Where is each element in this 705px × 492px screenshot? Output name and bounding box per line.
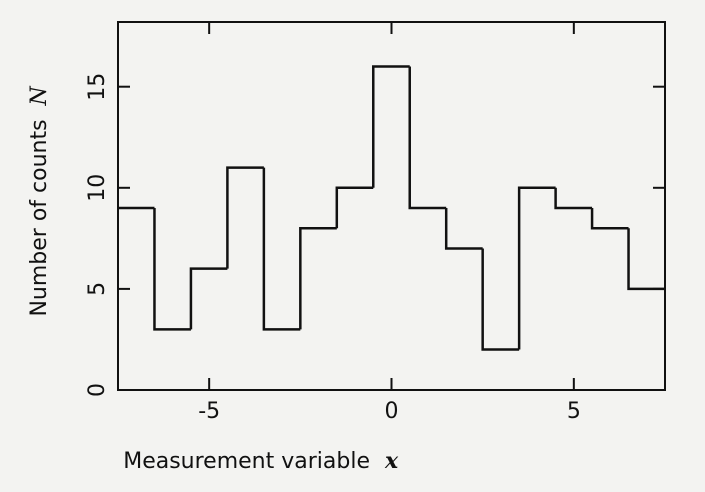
plot-frame bbox=[117, 21, 666, 391]
histogram-step bbox=[590, 208, 629, 230]
histogram-step bbox=[153, 208, 191, 331]
y-tick-label: 10 bbox=[85, 174, 110, 202]
histogram-step bbox=[189, 267, 228, 330]
x-axis-symbol: x bbox=[384, 448, 399, 474]
histogram-step bbox=[226, 166, 264, 269]
histogram-step bbox=[627, 228, 665, 291]
y-axis-label: Number of counts bbox=[27, 119, 52, 316]
histogram-step bbox=[335, 186, 374, 229]
histogram-step bbox=[517, 186, 556, 350]
x-tick-label: -5 bbox=[198, 399, 220, 424]
x-tick-label: 0 bbox=[385, 399, 399, 424]
x-axis-label: Measurement variable bbox=[123, 449, 370, 474]
histogram-step bbox=[299, 226, 337, 330]
histogram-step bbox=[372, 65, 410, 188]
histogram-step bbox=[262, 167, 301, 331]
y-tick-label: 0 bbox=[85, 383, 110, 397]
histogram-step bbox=[481, 248, 520, 351]
y-tick-label: 5 bbox=[85, 282, 110, 296]
histogram-step bbox=[444, 208, 483, 250]
histogram-step bbox=[408, 66, 447, 210]
y-axis-label-group: Number of counts N bbox=[27, 85, 52, 316]
x-tick-label: 5 bbox=[567, 399, 581, 424]
y-tick-label: 15 bbox=[85, 73, 110, 101]
histogram-step bbox=[554, 187, 593, 210]
y-axis-symbol: N bbox=[27, 85, 52, 106]
